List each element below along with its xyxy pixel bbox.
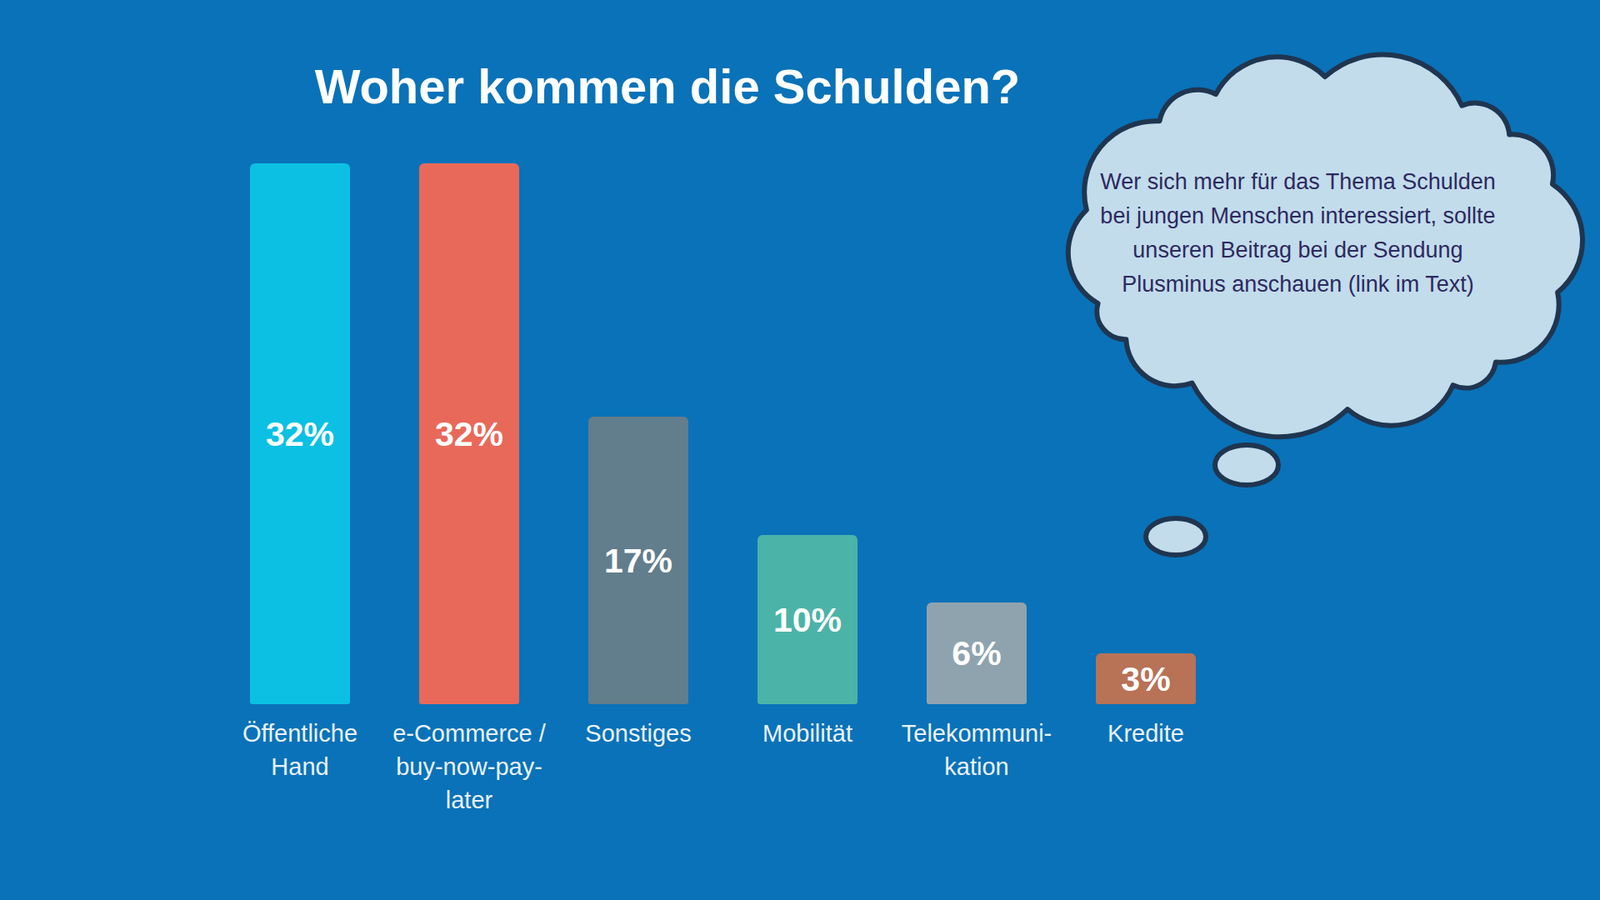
title: Woher kommen die Schulden?	[315, 58, 1021, 115]
data-label: 17%	[604, 540, 673, 580]
data-label: 3%	[1120, 659, 1170, 699]
data-label: 6%	[951, 634, 1001, 674]
category-label: Mobilität	[728, 716, 887, 750]
data-label: 10%	[773, 600, 842, 640]
category-label: Öffentliche Hand	[220, 716, 380, 784]
category-label: e-Commerce / buy-now-pay-later	[390, 716, 549, 817]
thought-bubble	[1215, 445, 1279, 485]
data-label: 32%	[265, 414, 335, 454]
thought-bubble	[1145, 518, 1206, 555]
thought-cloud	[1068, 54, 1583, 437]
annotation: Wer sich mehr für das Thema Schulden bei…	[1087, 165, 1509, 302]
category-label: Sonstiges	[559, 716, 718, 750]
category-label: Telekommuni-kation	[897, 716, 1056, 784]
category-label: Kredite	[1066, 716, 1225, 750]
data-label: 32%	[435, 414, 504, 454]
cloud-layer	[0, 0, 1600, 900]
